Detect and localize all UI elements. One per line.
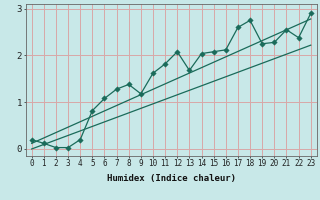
X-axis label: Humidex (Indice chaleur): Humidex (Indice chaleur): [107, 174, 236, 183]
